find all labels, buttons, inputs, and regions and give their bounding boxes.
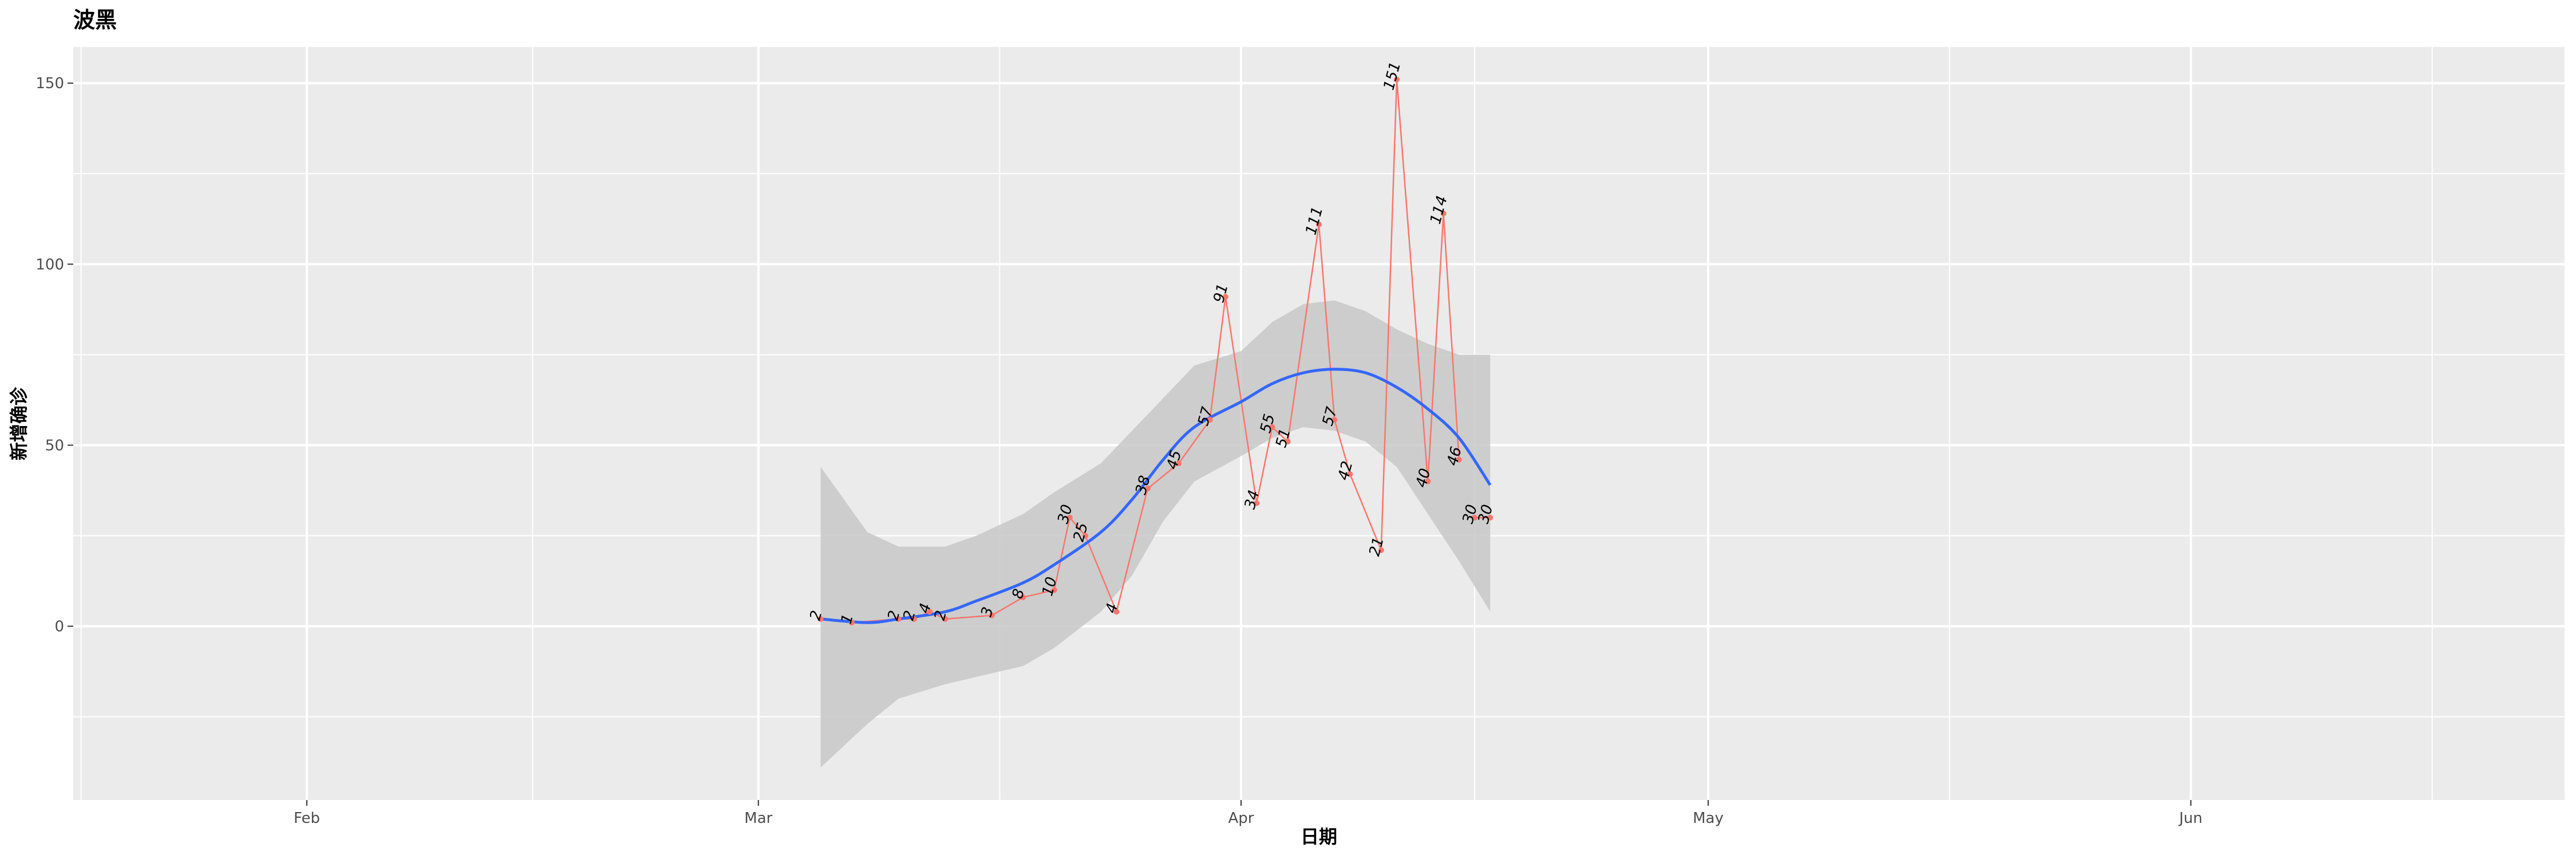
- data-point: [1378, 547, 1384, 553]
- data-point: [1020, 594, 1026, 600]
- data-point: [989, 612, 995, 618]
- data-point: [1425, 478, 1431, 484]
- data-label: 2: [807, 609, 825, 622]
- data-point: [1332, 417, 1338, 423]
- data-point: [817, 616, 824, 622]
- data-label: 8: [1009, 587, 1028, 601]
- smooth-trend-line: [820, 368, 1492, 624]
- data-point: [1347, 471, 1353, 478]
- x-tick-label: Apr: [1228, 810, 1254, 827]
- data-point: [1456, 456, 1462, 463]
- data-point: [942, 616, 949, 622]
- y-axis: 0 50 100 150: [35, 75, 73, 636]
- data-point: [1207, 417, 1213, 423]
- chart-title: 波黑: [73, 7, 117, 33]
- y-tick-label: 50: [45, 437, 64, 454]
- data-point: [1269, 424, 1275, 430]
- data-label: 2: [884, 609, 903, 622]
- y-tick-label: 100: [35, 256, 64, 273]
- x-tick-label: Jun: [2178, 810, 2203, 827]
- data-point: [1066, 514, 1073, 521]
- data-point: [1440, 210, 1447, 216]
- data-label: 2: [931, 609, 950, 622]
- data-point: [1113, 609, 1120, 615]
- data-point: [1487, 514, 1494, 521]
- x-tick-label: Mar: [744, 810, 772, 827]
- x-tick-label: May: [1693, 810, 1724, 827]
- grid-minor: [73, 47, 2565, 800]
- data-points: [817, 76, 1494, 626]
- data-point: [927, 609, 933, 615]
- data-label: 4: [916, 601, 935, 615]
- data-point: [911, 616, 917, 622]
- data-label: 3: [978, 605, 997, 619]
- confidence-ribbon: [820, 300, 1491, 768]
- data-label: 4: [1103, 601, 1121, 615]
- data-point: [1254, 500, 1260, 506]
- y-axis-title: 新增确诊: [8, 387, 30, 460]
- data-point: [1316, 221, 1322, 227]
- data-point: [849, 620, 855, 626]
- data-point: [1222, 294, 1228, 300]
- x-axis: Feb Mar Apr May Jun: [294, 800, 2203, 827]
- y-tick-label: 150: [35, 75, 64, 92]
- x-axis-title: 日期: [1301, 826, 1337, 848]
- data-point: [1472, 514, 1477, 521]
- data-point: [1394, 76, 1400, 82]
- data-point: [1176, 460, 1182, 467]
- data-point: [1051, 587, 1057, 593]
- data-point: [1082, 533, 1088, 539]
- grid-major: [73, 47, 2565, 800]
- data-label: 1: [838, 612, 857, 626]
- data-point: [895, 616, 902, 622]
- y-tick-label: 0: [54, 618, 64, 636]
- x-tick-label: Feb: [294, 810, 320, 827]
- data-point: [1285, 439, 1291, 445]
- data-label: 2: [900, 609, 919, 622]
- data-point: [1144, 486, 1151, 492]
